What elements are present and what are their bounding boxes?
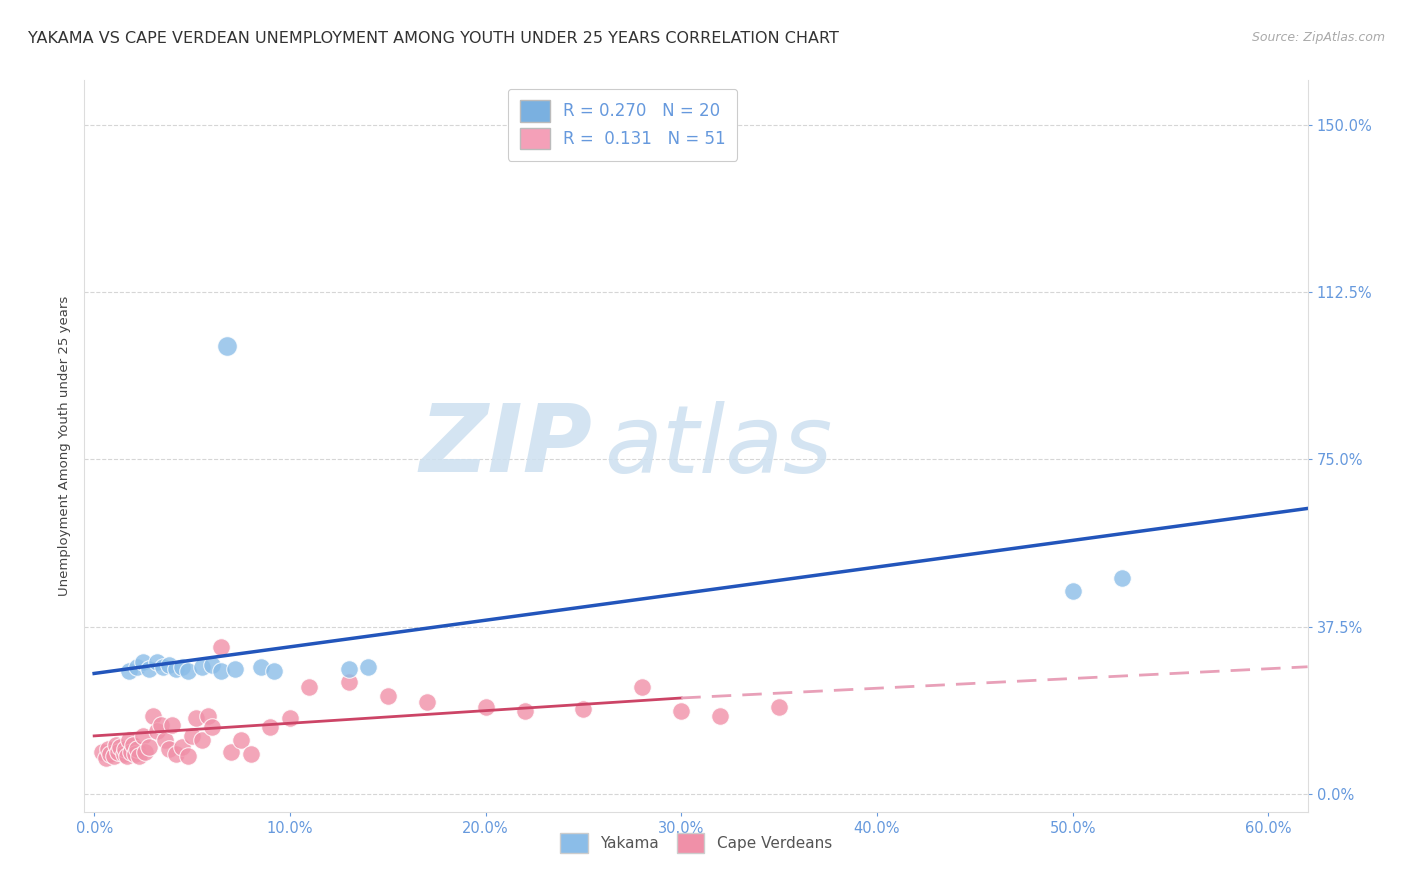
Text: atlas: atlas [605,401,832,491]
Point [138,740,160,755]
Y-axis label: Unemployment Among Youth under 25 years: Unemployment Among Youth under 25 years [58,296,72,596]
Point [124,747,146,761]
Point [127,660,149,674]
Point [172,660,194,674]
Point [97,742,120,756]
Point [165,747,187,761]
Point [146,724,169,739]
Point [153,733,176,747]
Legend: Yakama, Cape Verdeans: Yakama, Cape Verdeans [554,827,838,859]
Point [572,702,595,716]
Point [104,738,127,752]
Point [631,680,654,694]
Point [200,657,222,672]
Point [146,655,169,669]
Point [513,705,536,719]
Point [114,742,136,756]
Point [181,729,204,743]
Point [1062,584,1084,599]
Point [157,657,180,672]
Point [191,660,214,674]
Point [191,733,214,747]
Text: Source: ZipAtlas.com: Source: ZipAtlas.com [1251,31,1385,45]
Point [132,729,155,743]
Point [1111,571,1133,585]
Point [209,664,232,679]
Point [172,740,194,755]
Point [416,696,439,710]
Point [138,662,160,676]
Point [239,747,262,761]
Point [671,705,693,719]
Point [128,749,150,764]
Point [184,711,207,725]
Point [229,733,252,747]
Point [298,680,321,694]
Point [219,744,242,758]
Text: YAKAMA VS CAPE VERDEAN UNEMPLOYMENT AMONG YOUTH UNDER 25 YEARS CORRELATION CHART: YAKAMA VS CAPE VERDEAN UNEMPLOYMENT AMON… [28,31,839,46]
Point [127,742,149,756]
Point [112,747,135,761]
Point [177,749,200,764]
Point [200,720,222,734]
Point [165,662,187,676]
Point [249,660,271,674]
Point [217,339,239,353]
Point [263,664,285,679]
Point [118,664,141,679]
Point [337,675,360,690]
Point [98,747,121,761]
Point [108,740,131,755]
Point [768,699,790,714]
Point [134,744,156,758]
Point [118,733,141,747]
Point [162,717,184,731]
Point [337,662,360,676]
Point [197,708,219,723]
Point [142,708,165,723]
Point [224,662,246,676]
Point [94,751,117,765]
Point [278,711,301,725]
Point [122,738,145,752]
Point [107,744,129,758]
Point [357,660,380,674]
Point [709,708,731,723]
Point [259,720,281,734]
Point [177,664,200,679]
Point [91,744,114,758]
Point [474,699,496,714]
Point [149,717,172,731]
Point [103,749,125,764]
Point [157,742,180,756]
Point [377,689,399,703]
Point [152,660,174,674]
Point [120,744,142,758]
Point [117,749,139,764]
Point [209,640,232,654]
Text: ZIP: ZIP [419,400,592,492]
Point [132,655,155,669]
